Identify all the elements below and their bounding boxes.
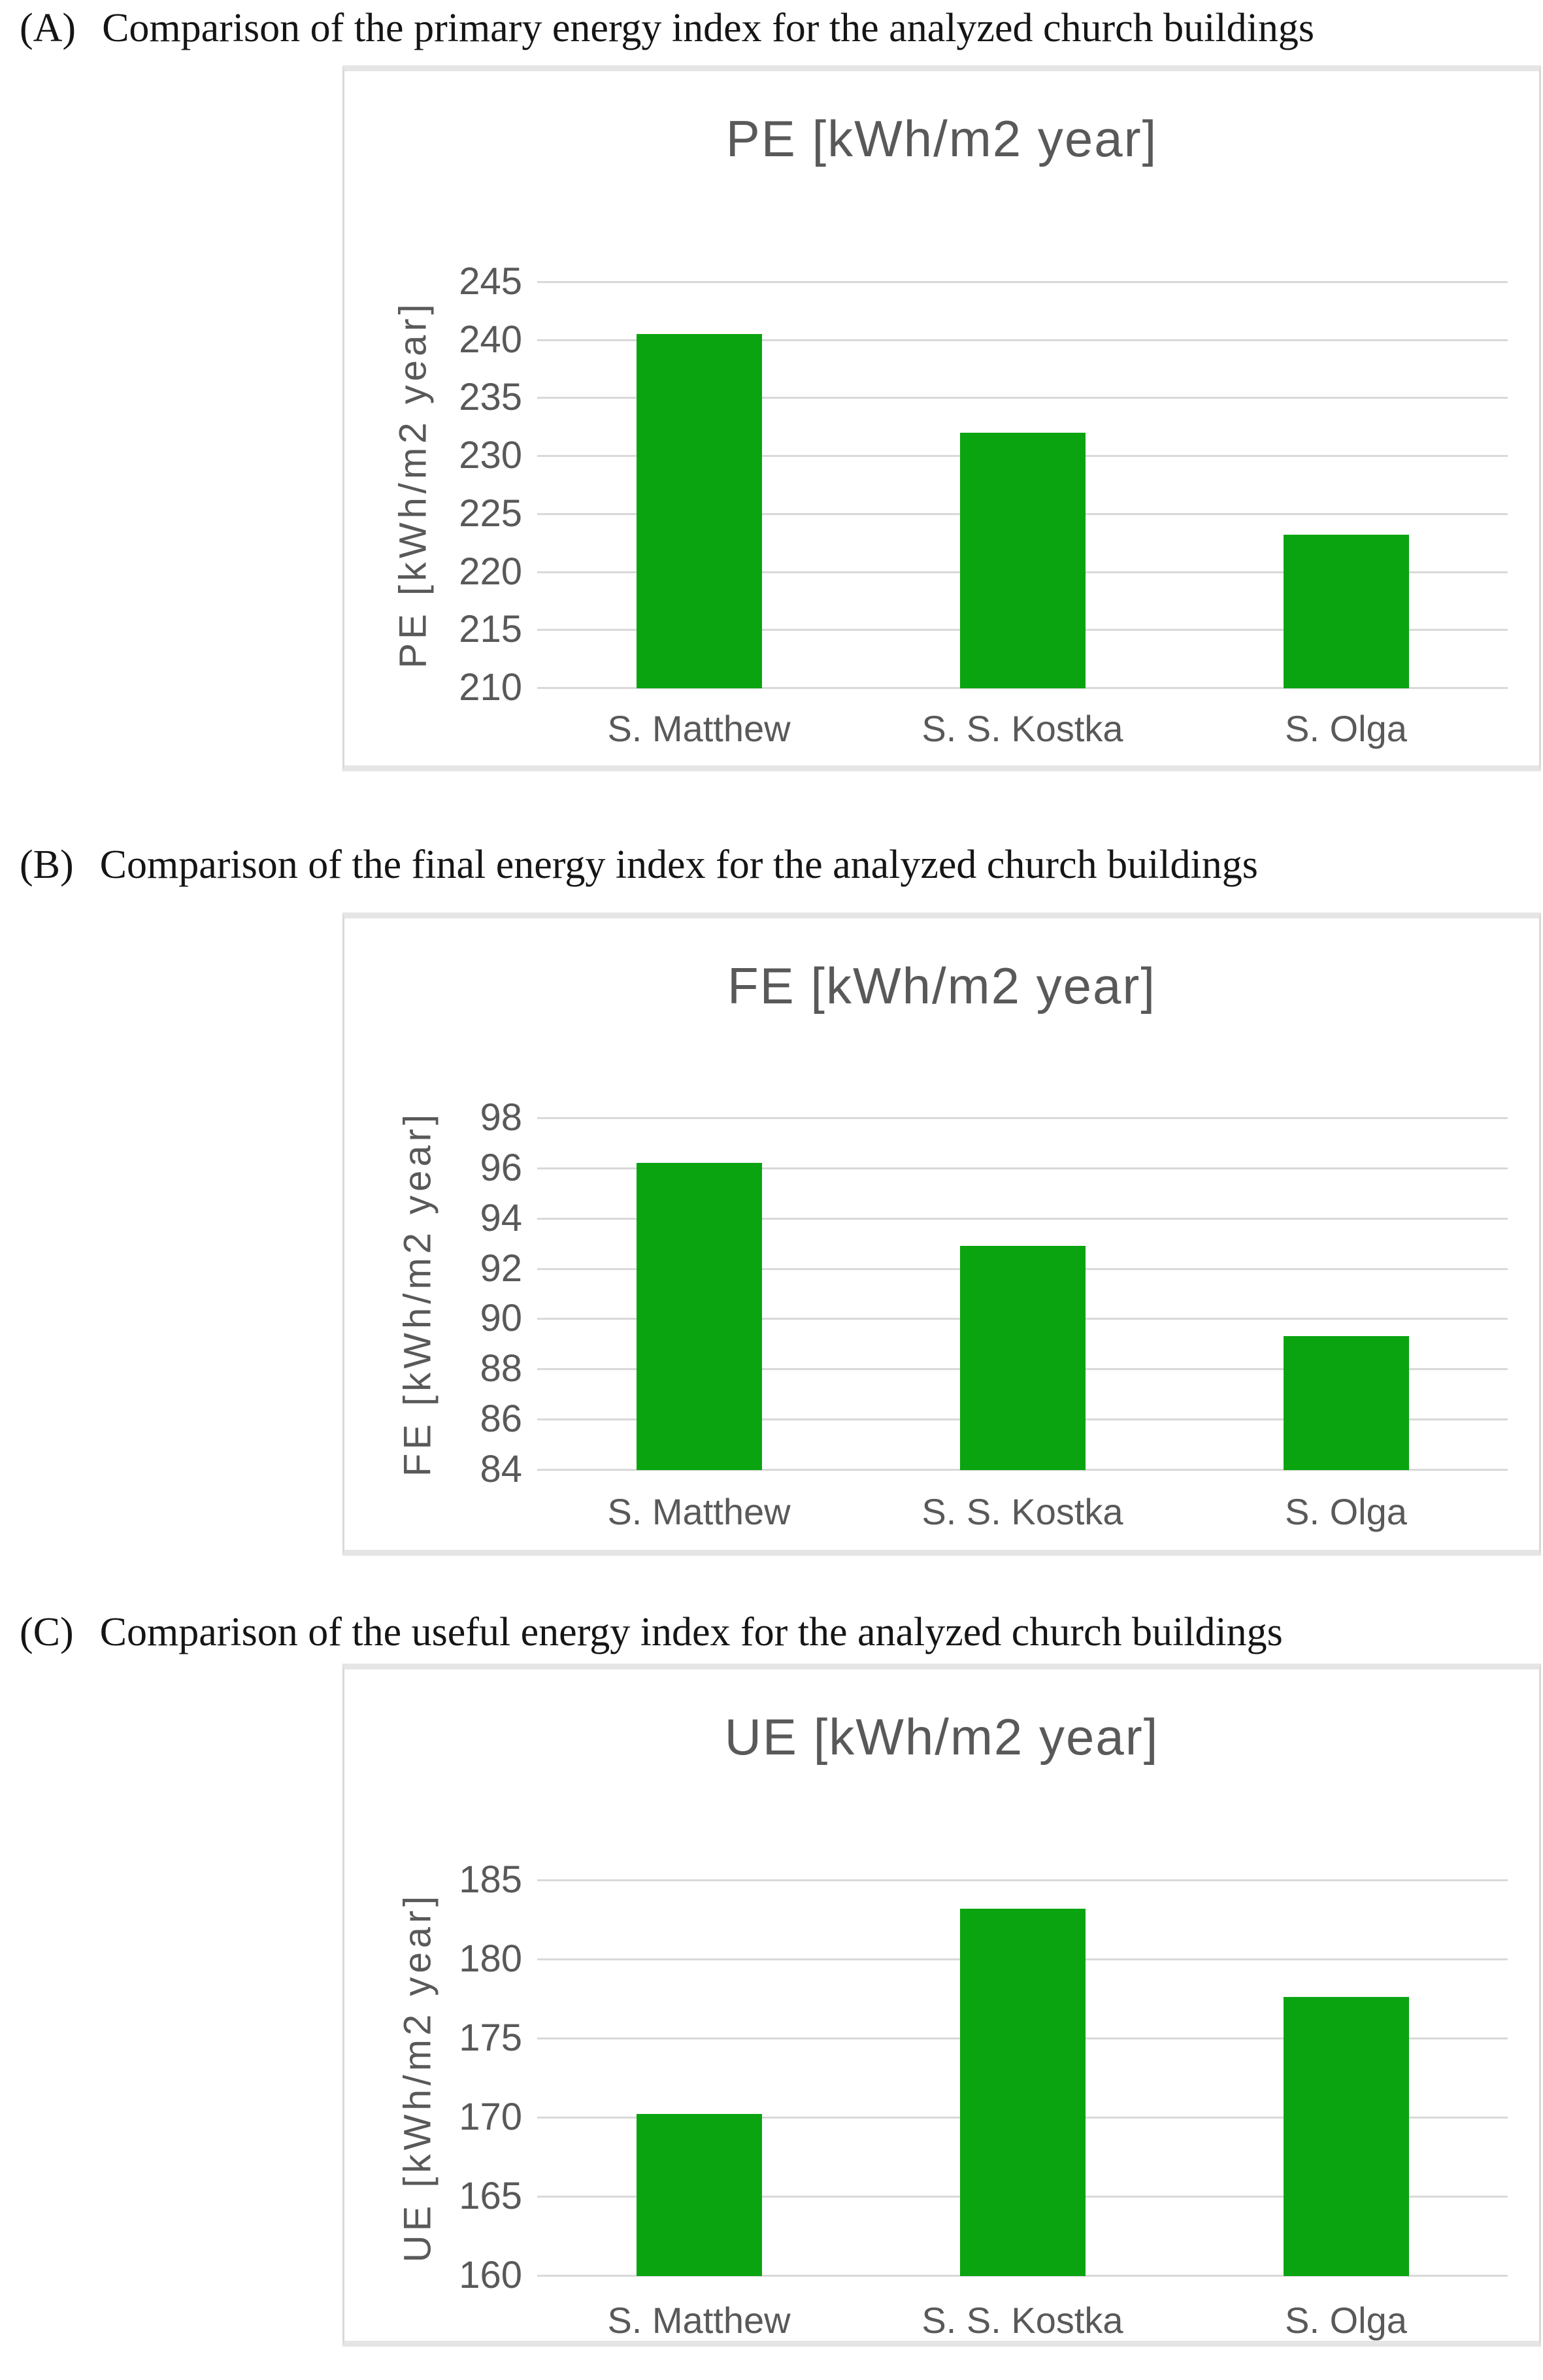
x-tick-label: S. S. Kostka — [921, 1491, 1123, 1532]
plot-area: 84 86 88 90 92 94 96 98 S. Matthew S. S. Kostka S.… — [344, 918, 1539, 1550]
bar-s-s-kostka — [959, 432, 1086, 688]
y-tick-label: 235 — [459, 376, 522, 419]
y-tick-label: 220 — [459, 550, 522, 593]
gridline — [537, 1217, 1508, 1220]
bar-s-olga — [1283, 1336, 1409, 1470]
gridline — [537, 339, 1508, 341]
gridline — [537, 1879, 1508, 1881]
bar-s-matthew — [636, 1163, 762, 1470]
chart-panel-ue: UE [kWh/m2 year] UE [kWh/m2 year] 160 165… — [342, 1664, 1541, 2347]
caption-text-a: Comparison of the primary energy index f… — [102, 6, 1314, 50]
y-tick-label: 160 — [459, 2254, 522, 2296]
plot-area: 160 165 170 175 180 185 S. Matthew S. S. Kostka… — [344, 1669, 1539, 2341]
x-tick-label: S. Olga — [1285, 1491, 1407, 1532]
y-tick-label: 90 — [480, 1297, 522, 1340]
bar-s-olga — [1283, 1997, 1409, 2276]
caption-text-b: Comparison of the final energy index for… — [99, 843, 1258, 887]
y-tick-label: 180 — [459, 1937, 522, 1980]
chart-title: UE [kWh/m2 year] — [724, 1708, 1159, 1766]
gridline — [537, 1167, 1508, 1169]
gridline — [537, 281, 1508, 283]
bar-s-matthew — [636, 333, 762, 688]
y-tick-label: 245 — [459, 260, 522, 303]
chart-panel-pe: PE [kWh/m2 year] PE [kWh/m2 year] 210 215… — [342, 65, 1541, 771]
y-tick-label: 165 — [459, 2175, 522, 2217]
y-tick-label: 215 — [459, 608, 522, 651]
y-tick-label: 84 — [480, 1448, 522, 1490]
x-tick-label: S. Olga — [1285, 2300, 1407, 2341]
y-tick-label: 92 — [480, 1247, 522, 1290]
x-tick-label: S. S. Kostka — [921, 708, 1123, 749]
figure-caption-c: (C) Comparison of the useful energy inde… — [20, 1609, 1283, 1656]
y-tick-label: 175 — [459, 2017, 522, 2059]
plot-area: 210 215 220 225 230 235 240 245 S. Matthew S. S. … — [344, 71, 1539, 765]
bar-s-matthew — [636, 2114, 762, 2276]
y-tick-label: 98 — [480, 1096, 522, 1139]
chart-panel-fe: FE [kWh/m2 year] FE [kWh/m2 year] 84 86 88… — [342, 913, 1541, 1556]
x-tick-label: S. Matthew — [607, 708, 791, 749]
caption-label-a: (A) — [20, 6, 76, 50]
caption-label-b: (B) — [20, 843, 74, 887]
bar-s-s-kostka — [959, 1908, 1086, 2276]
x-tick-label: S. Matthew — [607, 1491, 791, 1532]
gridline — [537, 1117, 1508, 1119]
y-tick-label: 225 — [459, 492, 522, 535]
y-tick-label: 185 — [459, 1858, 522, 1901]
chart-title: PE [kWh/m2 year] — [725, 110, 1158, 167]
chart-title: FE [kWh/m2 year] — [727, 957, 1157, 1014]
bar-s-s-kostka — [959, 1245, 1086, 1470]
y-tick-label: 88 — [480, 1347, 522, 1390]
figure-caption-a: (A) Comparison of the primary energy ind… — [20, 5, 1314, 52]
caption-text-c: Comparison of the useful energy index fo… — [99, 1610, 1283, 1654]
y-tick-label: 170 — [459, 2096, 522, 2138]
caption-label-c: (C) — [20, 1610, 74, 1654]
x-tick-label: S. Olga — [1285, 708, 1407, 749]
y-tick-label: 96 — [480, 1146, 522, 1189]
x-tick-label: S. Matthew — [607, 2300, 791, 2341]
x-tick-label: S. S. Kostka — [921, 2300, 1123, 2341]
y-tick-label: 240 — [459, 318, 522, 361]
gridline — [537, 397, 1508, 399]
y-tick-label: 94 — [480, 1196, 522, 1239]
y-tick-label: 86 — [480, 1398, 522, 1441]
y-tick-label: 230 — [459, 434, 522, 477]
y-tick-label: 210 — [459, 666, 522, 709]
bar-s-olga — [1283, 534, 1409, 688]
figure-caption-b: (B) Comparison of the final energy index… — [20, 842, 1258, 888]
